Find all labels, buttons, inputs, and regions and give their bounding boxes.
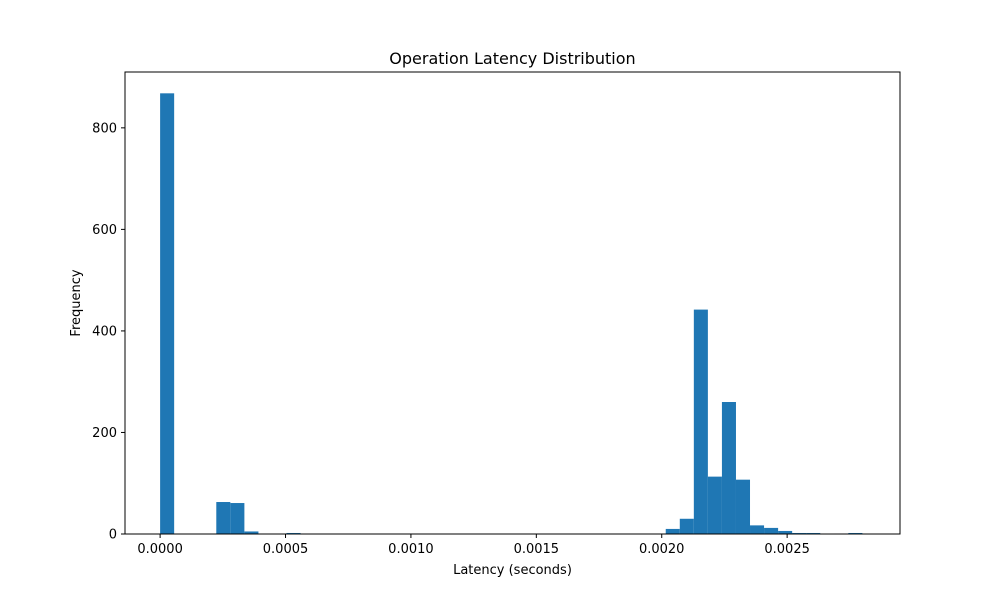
- y-tick-label: 200: [92, 426, 117, 441]
- histogram-bar: [230, 503, 245, 534]
- histogram-bar: [693, 309, 708, 534]
- y-axis-label: Frequency: [69, 269, 84, 336]
- x-tick-label: 0.0005: [263, 542, 309, 557]
- y-tick-label: 0: [109, 528, 117, 543]
- y-axis-ticks: 0 200 400 600 800: [92, 121, 125, 543]
- y-tick-label: 800: [92, 121, 117, 136]
- bars-layer: [160, 93, 863, 535]
- x-tick-label: 0.0000: [137, 542, 183, 557]
- histogram-bar: [750, 525, 765, 534]
- y-tick-label: 400: [92, 324, 117, 339]
- histogram-bar: [764, 527, 779, 534]
- histogram-bar: [721, 402, 736, 534]
- x-tick-label: 0.0015: [514, 542, 560, 557]
- y-tick-label: 600: [92, 223, 117, 238]
- x-tick-label: 0.0020: [639, 542, 685, 557]
- histogram-bar: [244, 531, 259, 534]
- x-tick-label: 0.0010: [388, 542, 434, 557]
- histogram-bar: [216, 502, 231, 534]
- histogram-bar: [286, 532, 301, 534]
- histogram-bar: [848, 532, 863, 534]
- x-axis-label: Latency (seconds): [453, 563, 572, 578]
- chart-title: Operation Latency Distribution: [389, 49, 635, 68]
- histogram-bar: [160, 93, 175, 535]
- x-tick-label: 0.0025: [764, 542, 810, 557]
- histogram-bar: [806, 532, 821, 534]
- x-axis-ticks: 0.0000 0.0005 0.0010 0.0015 0.0020 0.0025: [137, 534, 810, 557]
- histogram-bar: [792, 532, 807, 534]
- histogram-bar: [665, 528, 680, 534]
- histogram-bar: [778, 530, 793, 534]
- plot-frame: [124, 71, 901, 535]
- histogram-bar: [735, 479, 751, 534]
- histogram-bar: [679, 518, 694, 534]
- histogram-bar: [707, 476, 722, 534]
